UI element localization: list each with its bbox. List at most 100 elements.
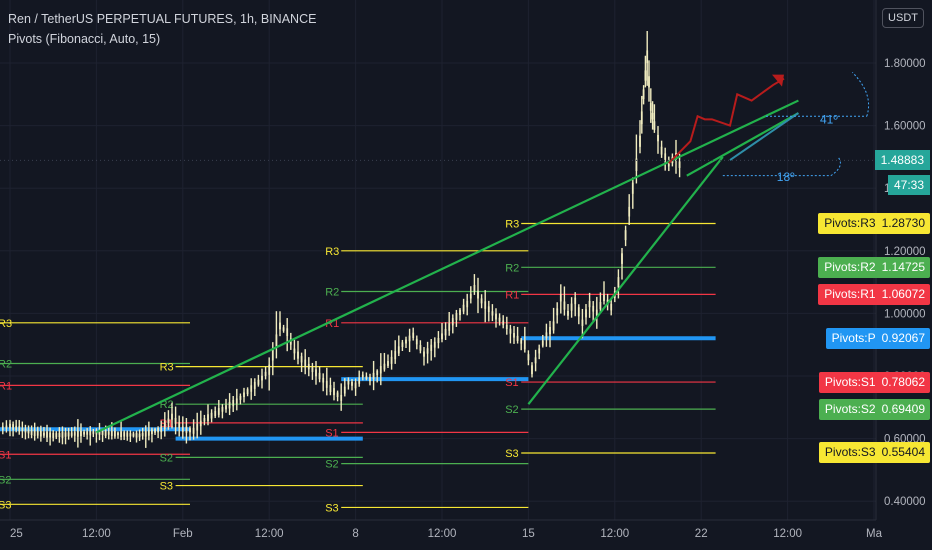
pivot-tag-label: Pivots:R2	[824, 259, 876, 274]
candle-body	[649, 102, 652, 111]
candle-body	[552, 321, 555, 331]
candle-body	[376, 370, 379, 376]
pivot-tag-label: Pivots:R3	[824, 215, 876, 230]
pivot-label-r3-2: R3	[160, 362, 174, 374]
candle-body	[24, 428, 27, 433]
candle-body	[592, 305, 595, 312]
candle-body	[423, 351, 425, 357]
candle-body	[117, 432, 119, 436]
candle-body	[157, 427, 160, 433]
candle-body	[257, 379, 260, 385]
pivot-label-s2-4: S2	[505, 404, 518, 416]
candle-body	[104, 430, 107, 436]
candle-body	[358, 377, 361, 384]
candle-body	[154, 429, 156, 433]
candle-body	[624, 230, 627, 241]
candle-body	[664, 153, 667, 161]
candle-body	[469, 293, 472, 299]
pivot-tag-s1: Pivots:S1 0.78062	[818, 371, 930, 393]
pivot-label-s1-4: S1	[505, 377, 518, 389]
pivot-label-r1-3: R1	[325, 318, 339, 330]
candle-body	[21, 427, 24, 432]
candle-body	[642, 89, 645, 100]
pivot-label-r2-4: R2	[505, 262, 519, 274]
candle-body	[563, 301, 566, 310]
candle-body	[271, 349, 274, 361]
candle-body	[635, 158, 638, 171]
candle-body	[639, 135, 641, 147]
candle-body	[387, 361, 389, 366]
pivot-tag-s3: Pivots:S3 0.55404	[818, 442, 930, 464]
candle-body	[487, 306, 490, 313]
candle-body	[246, 389, 249, 395]
pivot-tag-value: 0.69409	[881, 401, 925, 416]
candle-body	[107, 431, 110, 435]
candle-body	[401, 342, 404, 347]
candle-body	[70, 432, 73, 436]
x-tick-label-0: 25	[10, 528, 23, 540]
candle-body	[9, 423, 11, 429]
x-tick-label-2: Feb	[173, 528, 193, 540]
candle-body	[621, 253, 623, 264]
candle-body	[448, 323, 451, 331]
candle-body	[126, 432, 129, 437]
candle-body	[405, 339, 407, 344]
candle-body	[477, 290, 479, 299]
chart-title: Ren / TetherUS PERPETUAL FUTURES, 1h, BI…	[8, 12, 317, 26]
candle-body	[141, 432, 144, 437]
candle-body	[415, 338, 418, 345]
candle-body	[660, 146, 663, 155]
candle-body	[585, 309, 587, 318]
candle-body	[58, 433, 61, 438]
candle-body	[498, 317, 501, 322]
candle-body	[369, 377, 371, 382]
candle-body	[250, 385, 253, 392]
pivot-label-s1-1: S1	[0, 449, 11, 461]
candle-body	[120, 431, 122, 437]
pivot-tag-value: 1.06072	[881, 286, 925, 301]
trendline-3	[686, 112, 799, 177]
candle-body	[343, 386, 346, 394]
candle-body	[307, 363, 310, 370]
candle-body	[92, 431, 95, 434]
candle-body	[235, 398, 238, 404]
candle-body	[372, 372, 375, 380]
angle-label-steep: 41º	[820, 112, 838, 126]
candle-body	[462, 304, 465, 312]
candle-body	[419, 345, 422, 351]
candle-body	[147, 429, 150, 436]
candle-body	[178, 422, 181, 428]
candle-body	[437, 337, 440, 344]
indicator-legend[interactable]: Pivots (Fibonacci, Auto, 15)	[8, 32, 161, 46]
currency-button[interactable]: USDT	[882, 8, 924, 28]
candle-body	[160, 426, 163, 433]
x-tick-label-6: 15	[522, 528, 535, 540]
x-tick-label-1: 12:00	[82, 528, 111, 540]
time-axis-bg	[0, 520, 876, 550]
candle-body	[293, 348, 296, 354]
pivot-label-r3-1: R3	[0, 318, 12, 330]
candle-body	[89, 430, 92, 436]
projection-curve	[668, 77, 785, 164]
candle-body	[110, 430, 113, 436]
candle-body	[455, 313, 458, 321]
candle-body	[559, 294, 562, 302]
pivot-label-s1-2: S1	[160, 418, 173, 430]
candle-body	[239, 395, 242, 400]
candle-body	[5, 425, 8, 429]
x-tick-label-7: 12:00	[600, 528, 629, 540]
candle-body	[300, 356, 303, 363]
candle-body	[631, 182, 634, 194]
pivot-label-r2-2: R2	[160, 399, 174, 411]
x-tick-label-10: Ma	[866, 528, 883, 540]
candle-body	[132, 433, 135, 437]
candle-body	[73, 432, 76, 436]
candle-body	[408, 335, 411, 342]
candle-body	[221, 407, 224, 412]
candle-body	[315, 369, 317, 377]
pivot-tag-label: Pivots:S1	[824, 374, 876, 389]
candle-body	[397, 346, 400, 354]
candle-body	[534, 357, 537, 364]
candle-body	[243, 392, 245, 398]
